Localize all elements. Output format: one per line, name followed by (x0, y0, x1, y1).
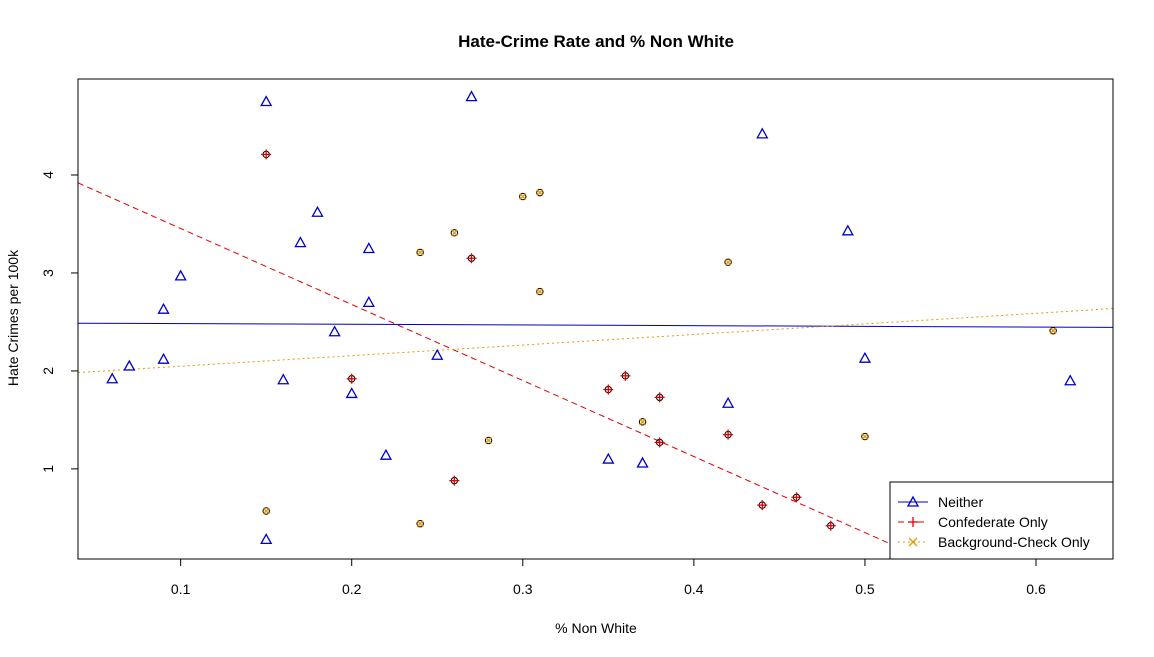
y-axis-label: Hate Crimes per 100k (5, 249, 21, 386)
plot-frame (77, 78, 1114, 560)
data-point-s1-5 (174, 269, 187, 281)
data-point-s1-23 (858, 351, 872, 363)
data-point-s1-11 (328, 325, 341, 337)
data-point-s1-14 (362, 296, 375, 307)
y-tick-label: 3 (40, 269, 56, 277)
data-point-s1-2 (123, 359, 136, 371)
data-point-s1-3 (157, 352, 170, 364)
fit-line-1 (78, 322, 1113, 328)
data-point-s1-17 (465, 90, 478, 102)
data-point-s1-21 (756, 127, 769, 139)
data-point-s3-9 (638, 418, 647, 426)
axes: 0.1 0.2 0.3 0.4 0.5 0.6 1 2 3 4 (40, 171, 1046, 597)
data-point-s1-12 (345, 387, 358, 399)
data-point-s1-19 (636, 456, 649, 468)
chart-title: Hate-Crime Rate and % Non White (458, 32, 734, 51)
data-point-s2-5 (603, 384, 614, 395)
x-tick-label: 0.5 (855, 581, 875, 597)
legend-label: Confederate Only (938, 514, 1048, 530)
data-point-s3-10 (724, 258, 732, 266)
data-point-s2-9 (723, 429, 734, 440)
x-tick-label: 0.3 (513, 581, 533, 597)
data-point-s1-1 (106, 372, 119, 384)
data-point-s1-4 (157, 302, 170, 314)
y-tick-label: 4 (40, 171, 56, 179)
x-tick-label: 0.6 (1026, 581, 1046, 597)
x-axis-label: % Non White (555, 620, 637, 636)
data-point-s1-7 (260, 533, 273, 545)
data-point-s2-1 (261, 149, 272, 160)
legend-label: Background-Check Only (938, 534, 1090, 550)
data-point-s3-5 (484, 436, 493, 445)
data-point-s2-4 (466, 253, 477, 264)
data-point-s3-12 (1049, 327, 1057, 335)
data-point-s2-7 (654, 392, 665, 403)
fit-lines (78, 182, 1113, 559)
data-point-s1-9 (294, 236, 307, 248)
legend: Neither Confederate Only Background-Check … (889, 481, 1114, 560)
fit-line-3 (78, 308, 1113, 374)
data-point-s3-1 (262, 507, 270, 515)
data-point-s1-18 (602, 452, 615, 464)
data-point-s1-20 (721, 396, 735, 408)
data-points (106, 90, 1077, 545)
data-point-s2-6 (620, 370, 631, 381)
x-tick-label: 0.1 (171, 581, 191, 597)
legend-item: Confederate Only (898, 514, 1048, 530)
fit-line-2 (78, 182, 926, 559)
data-point-s3-7 (536, 188, 544, 197)
data-point-s2-3 (449, 475, 460, 486)
data-point-s1-22 (841, 224, 854, 236)
data-point-s2-8 (654, 437, 665, 448)
data-point-s3-4 (450, 229, 459, 237)
data-point-s1-15 (379, 448, 393, 460)
legend-item: Background-Check Only (898, 534, 1090, 550)
legend-item: Neither (898, 494, 983, 510)
data-point-s1-6 (260, 95, 273, 107)
data-point-s2-11 (791, 492, 802, 503)
data-point-s3-11 (861, 432, 869, 441)
data-point-s1-16 (431, 348, 444, 360)
data-point-s2-2 (346, 373, 357, 384)
x-tick-label: 0.2 (342, 581, 362, 597)
legend-label: Neither (938, 494, 983, 510)
data-point-s3-2 (416, 248, 424, 257)
data-point-s3-6 (519, 192, 527, 201)
data-point-s1-10 (311, 205, 324, 217)
data-point-s2-10 (757, 500, 768, 511)
data-point-s1-13 (362, 242, 375, 254)
data-point-s2-12 (825, 520, 836, 531)
data-point-s1-24 (1064, 374, 1077, 386)
y-tick-label: 1 (40, 465, 56, 473)
data-point-s3-8 (536, 287, 544, 296)
data-point-s3-3 (416, 520, 424, 528)
x-tick-label: 0.4 (684, 581, 704, 597)
y-tick-label: 2 (40, 367, 56, 375)
legend-box (889, 481, 1114, 560)
data-point-s1-8 (277, 373, 290, 385)
